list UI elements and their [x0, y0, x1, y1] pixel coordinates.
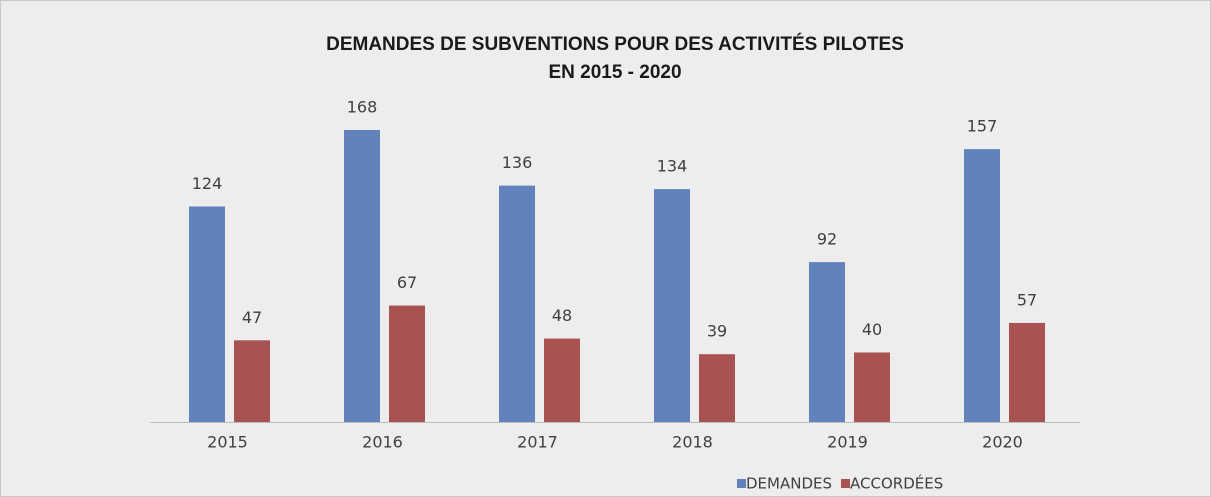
- bar: [1009, 322, 1045, 422]
- data-label: 57: [1017, 290, 1037, 309]
- bar: [344, 130, 380, 422]
- bar: [964, 149, 1000, 422]
- x-tick-label: 2016: [362, 433, 403, 452]
- bar: [699, 354, 735, 422]
- x-tick-label: 2020: [982, 433, 1023, 452]
- bar: [809, 262, 845, 422]
- x-tick-label: 2017: [517, 433, 558, 452]
- data-label: 47: [242, 308, 262, 327]
- data-label: 157: [967, 117, 998, 136]
- legend-swatch: [841, 479, 851, 488]
- x-tick-label: 2018: [672, 433, 713, 452]
- bar: [389, 305, 425, 422]
- chart-subtitle: EN 2015 - 2020: [548, 62, 681, 83]
- bar: [654, 189, 690, 422]
- data-label: 40: [862, 320, 882, 339]
- legend-label: ACCORDÉES: [850, 474, 943, 493]
- x-tick-label: 2015: [207, 433, 248, 452]
- legend-swatch: [737, 479, 746, 488]
- data-label: 136: [502, 153, 533, 172]
- bar: [189, 206, 225, 422]
- bar: [234, 340, 270, 422]
- bar: [854, 352, 890, 422]
- data-label: 92: [817, 230, 837, 249]
- x-tick-label: 2019: [827, 433, 868, 452]
- data-label: 48: [552, 306, 572, 325]
- data-label: 134: [657, 157, 688, 176]
- data-label: 39: [707, 322, 727, 341]
- bar: [499, 185, 535, 422]
- bar: [544, 338, 580, 422]
- data-label: 124: [192, 174, 223, 193]
- legend-label: DEMANDES: [746, 475, 832, 493]
- chart-title: DEMANDES DE SUBVENTIONS POUR DES ACTIVIT…: [326, 33, 904, 55]
- data-label: 67: [397, 273, 417, 292]
- data-label: 168: [347, 98, 378, 117]
